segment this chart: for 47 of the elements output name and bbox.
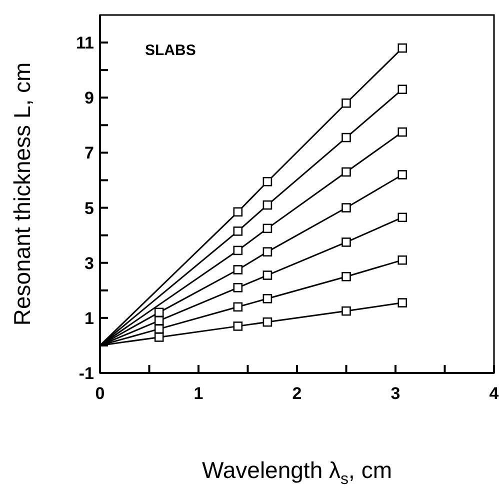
x-axis-title: Wavelength λ$_{s}$, cm — [202, 457, 392, 488]
point — [398, 255, 408, 265]
point — [233, 302, 243, 312]
point — [262, 176, 272, 186]
point — [262, 200, 272, 210]
x-tick-label: 0 — [95, 384, 105, 404]
point — [342, 132, 351, 142]
point — [342, 203, 351, 212]
y-tick-label: 7 — [84, 144, 94, 163]
point — [262, 224, 272, 234]
annotation: SLABS — [145, 42, 196, 59]
point — [233, 207, 243, 217]
point — [233, 282, 243, 292]
point — [262, 317, 272, 327]
y-tick-label: 11 — [76, 34, 94, 53]
point — [342, 98, 351, 108]
point — [398, 298, 408, 308]
point — [398, 127, 408, 137]
point — [398, 212, 408, 222]
point — [233, 265, 243, 274]
point — [398, 170, 408, 180]
y-tick-label: -1 — [78, 364, 94, 384]
x-tick-label: 4 — [489, 384, 499, 404]
point — [154, 316, 164, 326]
point — [342, 167, 351, 177]
point — [342, 238, 351, 247]
point — [398, 84, 408, 94]
y-tick-label: 9 — [84, 88, 94, 108]
point — [262, 247, 272, 256]
point — [154, 324, 164, 334]
x-tick-label: 2 — [292, 384, 302, 404]
x-tick-label: 3 — [390, 384, 400, 404]
point — [154, 308, 164, 318]
y-tick-label: 1 — [84, 308, 94, 328]
point — [262, 294, 272, 304]
point — [262, 270, 272, 280]
point — [233, 322, 243, 331]
point — [398, 43, 408, 53]
y-axis-title: Resonant thickness L, cm — [9, 62, 35, 326]
point — [342, 306, 351, 316]
y-tick-label: 5 — [84, 198, 94, 218]
x-tick-label: 1 — [194, 384, 204, 404]
y-tick-label: 3 — [84, 254, 94, 273]
point — [233, 226, 243, 236]
point — [233, 246, 243, 256]
point — [342, 272, 351, 282]
point — [154, 332, 164, 342]
